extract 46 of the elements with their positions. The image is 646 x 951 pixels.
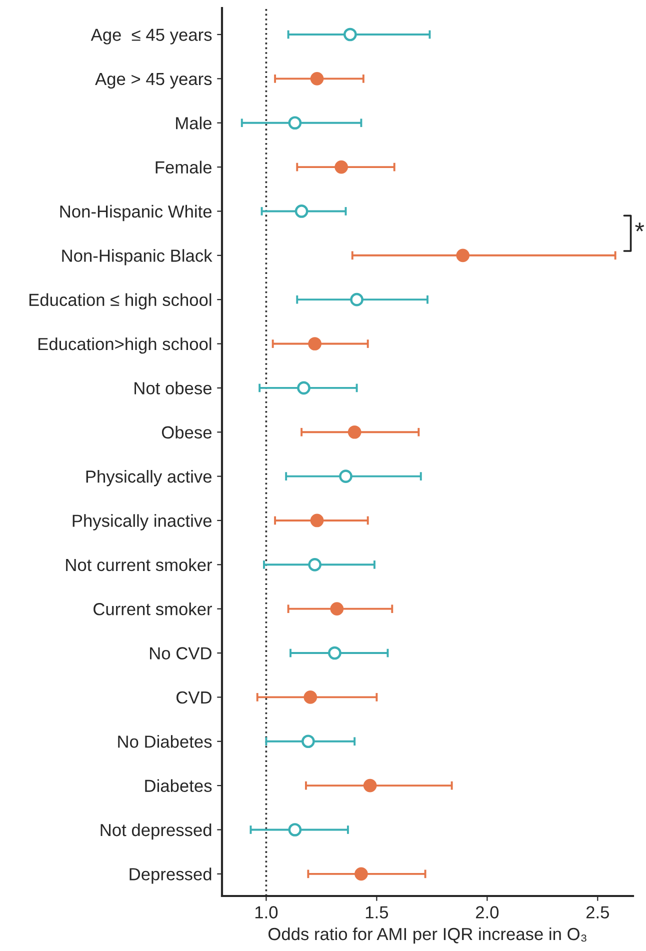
y-tick-label: Not obese: [134, 382, 212, 394]
point: [297, 381, 310, 395]
point: [294, 204, 308, 218]
point: [310, 72, 324, 86]
y-tick-label: Not depressed: [100, 823, 212, 840]
y-tick-label: Education>high school: [38, 337, 212, 354]
y-tick-label: Not current smoker: [66, 558, 212, 572]
y-tick-label: No Diabetes: [118, 735, 212, 748]
point: [456, 248, 470, 262]
point: [354, 867, 368, 881]
x-tick-label: 2.5: [586, 906, 609, 918]
point: [302, 734, 315, 748]
y-tick-label: No CVD: [150, 647, 212, 660]
y-tick-label: Diabetes: [145, 779, 212, 792]
point: [310, 514, 324, 528]
point: [288, 823, 302, 836]
y-tick-label: Education ≤ high school: [29, 293, 212, 310]
x-tick-label: 2.0: [476, 906, 499, 918]
x-tick-label: 1.0: [255, 906, 278, 918]
point: [348, 425, 362, 439]
y-tick-label: Depressed: [130, 868, 212, 884]
text: *: [635, 222, 644, 232]
y-tick-label: Physically active: [86, 470, 212, 486]
point: [288, 116, 302, 130]
y-tick-label: Age > 45 years: [95, 73, 212, 89]
x-tick-label: 1.5: [366, 906, 388, 918]
y-tick-label: CVD: [176, 691, 212, 704]
point: [308, 337, 322, 350]
y-tick-label: Non-Hispanic Black: [62, 249, 212, 266]
point: [330, 602, 344, 616]
y-tick-label: Current smoker: [94, 602, 212, 616]
point: [343, 28, 357, 42]
point: [308, 558, 322, 572]
y-tick-label: Obese: [162, 426, 212, 439]
point: [304, 690, 318, 704]
y-tick-label: Non-Hispanic White: [60, 204, 212, 222]
y-tick-label: Male: [176, 116, 212, 130]
point: [350, 292, 364, 306]
y-tick-label: Physically inactive: [72, 514, 212, 530]
point: [363, 778, 377, 792]
point: [334, 160, 348, 174]
point: [339, 470, 352, 483]
y-tick-label: Female: [156, 160, 212, 174]
x-axis-title: Odds ratio for AMI per IQR increase in O₃: [268, 927, 586, 944]
y-tick-label: Age ≤ 45 years: [90, 28, 212, 44]
point: [328, 646, 342, 660]
